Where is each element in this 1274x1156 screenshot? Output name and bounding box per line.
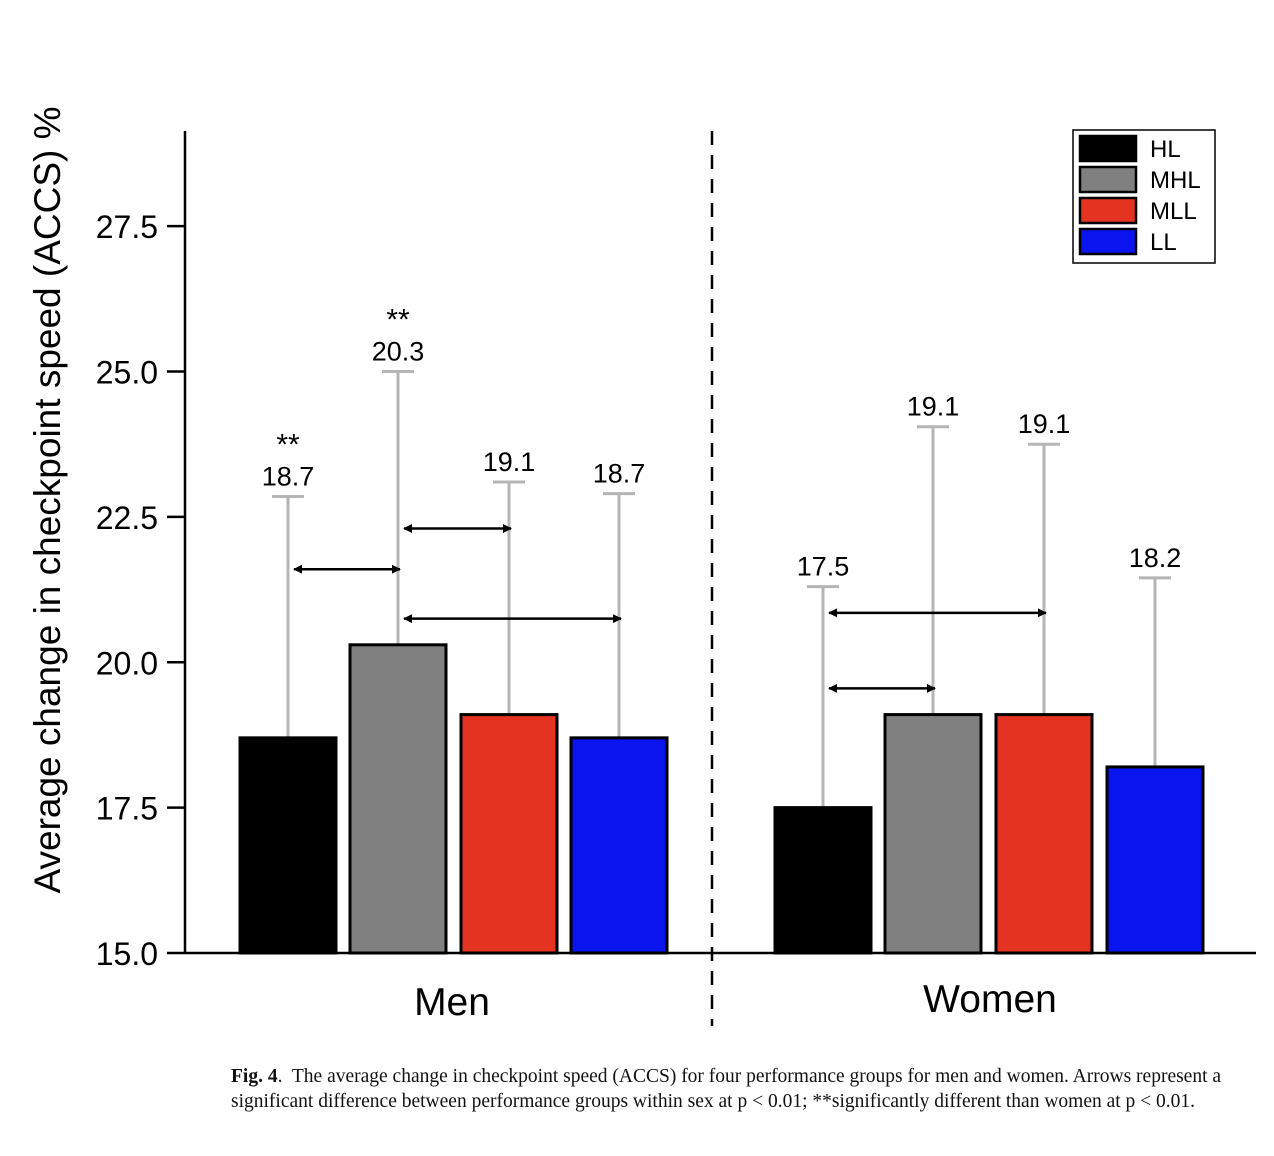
y-tick-label: 27.5 (96, 209, 158, 245)
bars (238, 643, 1205, 955)
y-axis-label: Average change in checkpoint speed (ACCS… (27, 106, 68, 893)
value-labels: 18.7 20.3 19.1 18.7 17.5 19.1 19.1 18.2 ** ** (262, 304, 1182, 582)
legend-swatch-ll (1078, 227, 1138, 256)
value-label: 19.1 (907, 392, 960, 422)
significance-mark: ** (386, 304, 410, 337)
bar-mll (459, 713, 559, 955)
y-tick-label: 20.0 (96, 645, 158, 681)
y-tick-label: 15.0 (96, 936, 158, 972)
value-label: 18.7 (262, 462, 315, 492)
y-tick-label: 22.5 (96, 500, 158, 536)
legend-label: MLL (1150, 198, 1197, 225)
group-label: Men (414, 981, 490, 1024)
y-tick-label: 25.0 (96, 355, 158, 391)
bar-hl (238, 736, 338, 955)
legend-label: HL (1150, 136, 1181, 163)
bar-hl (773, 806, 873, 955)
bar-chart: Average change in checkpoint speed (ACCS… (27, 106, 1256, 1026)
x-axis: Men Women (185, 951, 1256, 1024)
y-axis: 15.0 17.5 20.0 22.5 25.0 27.5 (96, 131, 187, 972)
bar-ll (569, 736, 669, 955)
bar-mhl (883, 713, 983, 955)
value-label: 20.3 (372, 337, 425, 367)
group-label: Women (923, 978, 1057, 1021)
value-label: 18.7 (593, 459, 646, 489)
bar-mhl (348, 643, 448, 955)
bar-mll (994, 713, 1094, 955)
caption-text: The average change in checkpoint speed (… (231, 1066, 1222, 1112)
legend: HL MHL MLL LL (1072, 129, 1216, 264)
error-bars (272, 370, 1171, 808)
caption-label: Fig. 4 (231, 1066, 278, 1087)
value-label: 17.5 (797, 552, 850, 582)
legend-swatch-hl (1078, 134, 1138, 163)
y-tick-label: 17.5 (96, 791, 158, 827)
bar-ll (1105, 765, 1205, 955)
significance-arrows (293, 524, 1047, 693)
value-label: 19.1 (1018, 409, 1071, 439)
significance-mark: ** (276, 429, 300, 462)
legend-swatch-mhl (1078, 165, 1138, 194)
value-label: 18.2 (1129, 543, 1182, 573)
value-label: 19.1 (483, 447, 536, 477)
legend-label: LL (1150, 229, 1177, 256)
legend-label: MHL (1150, 167, 1201, 194)
figure-caption: Fig. 4. The average change in checkpoint… (231, 1066, 1222, 1112)
legend-swatch-mll (1078, 196, 1138, 225)
